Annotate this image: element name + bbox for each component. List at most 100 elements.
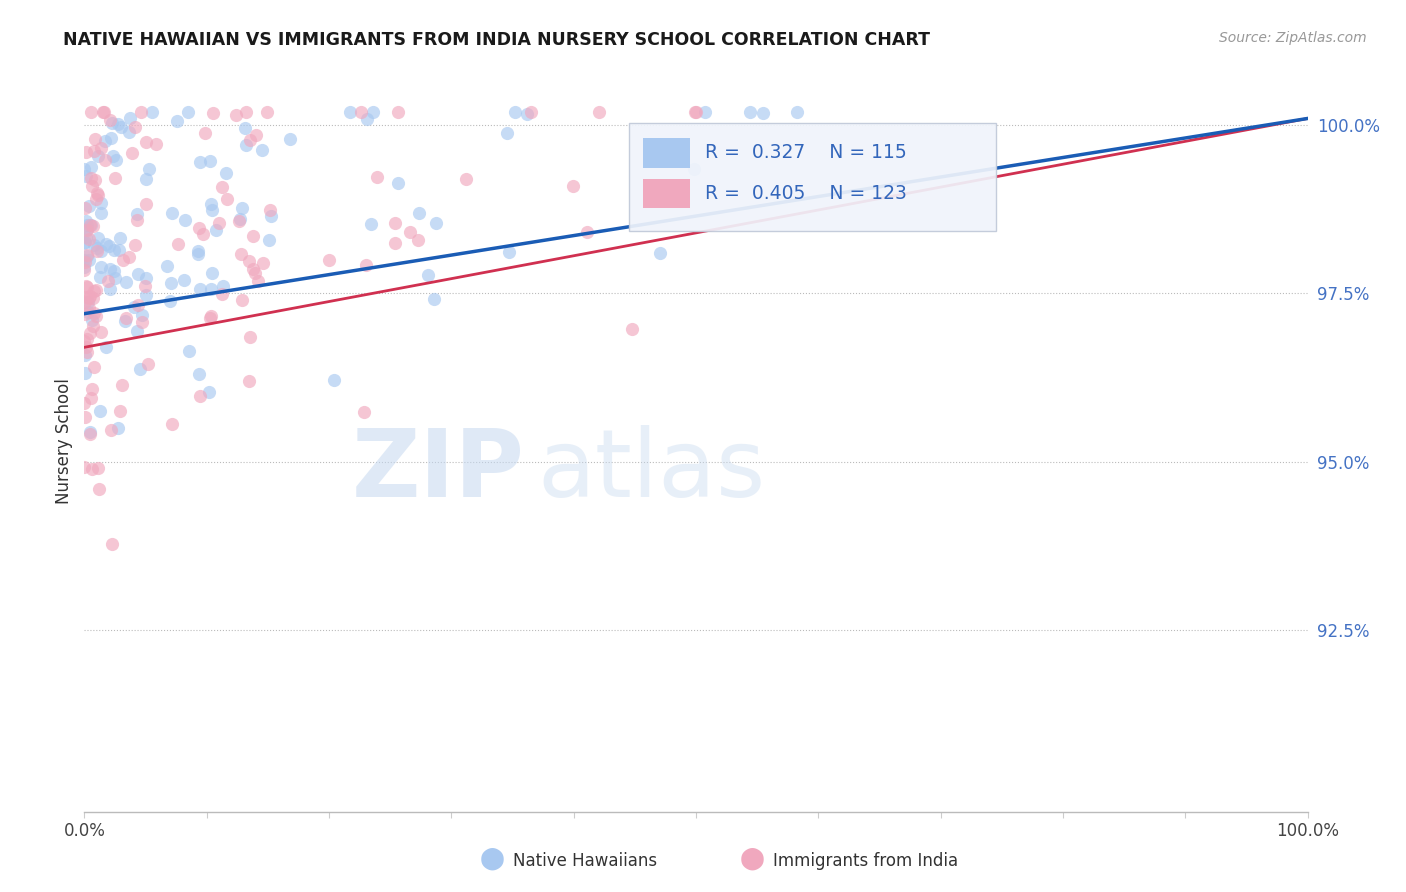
Text: ZIP: ZIP [352, 425, 524, 517]
Point [75, 235, 97, 249]
Point [387, 176, 409, 190]
Point [73, 161, 96, 176]
Point [160, 206, 183, 220]
Point [187, 221, 209, 235]
Point [87, 483, 110, 497]
Point [111, 377, 134, 392]
Point [75, 202, 97, 216]
Point [94, 236, 117, 251]
Point [90, 205, 112, 219]
Point [80, 178, 103, 193]
Point [79, 301, 101, 315]
Point [194, 126, 217, 140]
Point [127, 213, 149, 227]
Point [124, 120, 146, 134]
Point [356, 258, 378, 272]
Point [520, 104, 543, 119]
Y-axis label: Nursery School: Nursery School [55, 378, 73, 505]
Point [200, 197, 222, 211]
Point [110, 231, 132, 245]
Point [86, 186, 108, 200]
Point [425, 216, 447, 230]
Point [225, 107, 247, 121]
Point [75, 366, 97, 380]
Point [111, 253, 134, 268]
Point [80, 160, 103, 174]
Point [231, 201, 253, 215]
Point [259, 209, 281, 223]
Point [117, 251, 139, 265]
Point [101, 116, 124, 130]
Point [648, 245, 671, 260]
Point [131, 308, 153, 322]
Point [105, 153, 128, 168]
Point [89, 269, 111, 284]
Text: Native Hawaiians: Native Hawaiians [513, 852, 658, 870]
Point [350, 104, 373, 119]
Point [107, 117, 129, 131]
Point [103, 243, 125, 257]
Point [683, 162, 706, 177]
Point [361, 104, 384, 119]
Point [73, 253, 96, 268]
Point [73, 235, 96, 250]
Point [76, 218, 98, 232]
Point [257, 233, 280, 247]
Point [156, 260, 179, 274]
Point [77, 294, 100, 309]
Point [145, 136, 167, 151]
Point [75, 145, 97, 159]
Point [83, 284, 105, 298]
Bar [644, 138, 690, 168]
Point [177, 344, 200, 359]
Point [87, 149, 110, 163]
Point [73, 308, 96, 322]
Point [90, 260, 112, 274]
Point [79, 219, 101, 233]
Point [76, 222, 98, 236]
Point [77, 291, 100, 305]
Point [256, 104, 278, 119]
Text: R =  0.405    N = 123: R = 0.405 N = 123 [704, 184, 907, 203]
Point [73, 334, 96, 348]
Point [588, 104, 610, 119]
Point [73, 263, 96, 277]
Point [399, 225, 422, 239]
Point [228, 213, 250, 227]
Point [231, 293, 253, 308]
Point [77, 199, 100, 213]
Point [495, 127, 517, 141]
Point [82, 291, 104, 305]
Point [683, 104, 706, 119]
Point [339, 104, 361, 119]
Point [124, 300, 146, 314]
Point [129, 362, 152, 376]
Point [141, 104, 163, 119]
Point [127, 267, 149, 281]
Point [174, 213, 197, 227]
Point [98, 113, 121, 128]
Point [86, 244, 108, 259]
Point [516, 106, 538, 120]
Point [90, 244, 112, 259]
Point [86, 241, 108, 255]
Point [695, 104, 717, 119]
Point [188, 367, 211, 381]
Point [87, 188, 110, 202]
Point [75, 230, 97, 244]
Text: atlas: atlas [537, 425, 765, 517]
Point [73, 349, 96, 363]
Point [80, 313, 103, 327]
Point [107, 243, 129, 257]
Point [75, 339, 97, 353]
Point [129, 104, 152, 119]
Point [79, 170, 101, 185]
Point [318, 252, 340, 267]
Point [406, 234, 429, 248]
Point [114, 313, 136, 327]
Point [233, 121, 256, 136]
Point [202, 106, 225, 120]
Point [135, 288, 157, 302]
Point [100, 131, 122, 145]
Point [127, 298, 149, 312]
